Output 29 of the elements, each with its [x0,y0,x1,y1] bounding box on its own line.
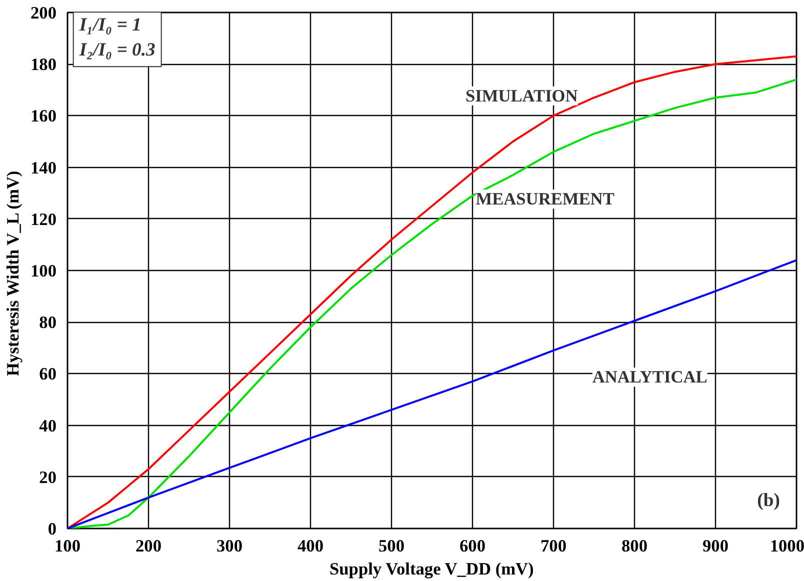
x-tick-label: 800 [622,536,648,556]
series-label: MEASUREMENT [476,190,615,209]
y-tick-label: 100 [30,262,57,280]
y-tick-label: 140 [30,158,57,178]
y-tick-label: 0 [48,520,57,538]
y-tick-label: 40 [39,416,56,436]
line-series [68,259,796,528]
y-tick-label: 200 [30,4,57,22]
x-tick-label: 300 [216,536,243,556]
x-tick-label: 900 [702,536,729,556]
annotation: I₁/I₀ = 1 I₂/I₀ = 0.3 [78,14,156,61]
y-axis-title: Hysteresis Width V_L (mV) [4,170,23,376]
y-tick-label: 160 [30,106,57,126]
x-tick-label: 700 [540,536,567,556]
x-tick-label: 600 [460,536,486,556]
series-label: SIMULATION [465,86,578,106]
annotation: (b) [757,490,780,512]
x-tick-label: 100 [54,536,81,556]
x-tick-label: 1000 [770,536,804,556]
series-label: ANALYTICAL [592,368,708,387]
x-tick-label: 200 [136,536,162,556]
y-tick-label: 60 [39,364,56,384]
x-axis-title: Supply Voltage V_DD (mV) [330,560,534,578]
x-tick-label: 400 [298,536,324,556]
x-tick-label: 500 [378,536,405,556]
y-tick-label: 20 [39,468,56,487]
y-tick-label: 80 [39,313,56,332]
y-tick-label: 120 [30,210,57,229]
y-tick-label: 180 [30,55,57,74]
